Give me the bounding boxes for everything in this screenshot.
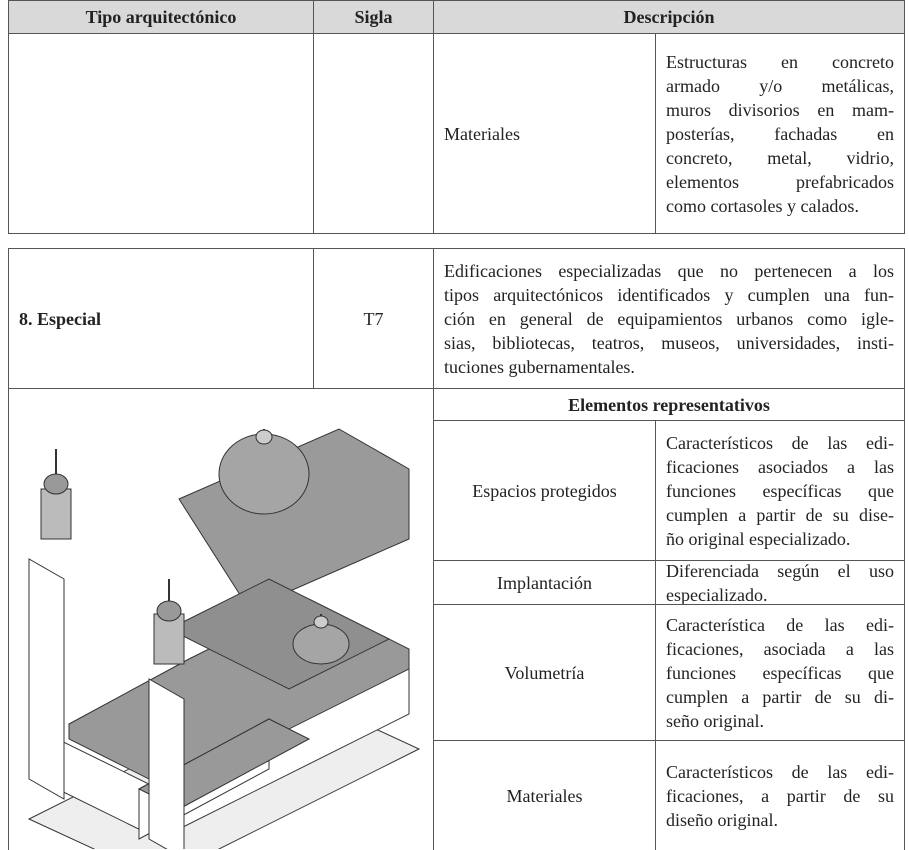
element-label: Volumetría (433, 604, 656, 741)
text-line: Edificaciones especializadas que no pert… (444, 260, 894, 281)
building-illustration (27, 428, 421, 849)
text-line: Estructuras en concreto (666, 51, 894, 72)
text-line: ficaciones, a partir de su (666, 785, 894, 806)
column-header: Descripción (433, 0, 905, 34)
column-header: Sigla (313, 0, 434, 34)
element-label: Implantación (433, 560, 656, 605)
text-line: elementos prefabricados (666, 171, 894, 192)
row-label: Materiales (433, 33, 656, 234)
text-line: posterías, fachadas en (666, 123, 894, 144)
text-line: funciones específicas que (666, 480, 894, 501)
text-line: especializado. (666, 584, 768, 605)
row-description: Estructuras en concreto armado y/o metáli… (655, 33, 905, 234)
text-line: tuciones gubernamentales. (444, 356, 635, 377)
column-header: Tipo arquitectónico (8, 0, 314, 34)
text-line: funciones específicas que (666, 662, 894, 683)
element-description: Característica de las edi-ficaciones, as… (655, 604, 905, 741)
empty-cell (313, 33, 434, 234)
text-line: concreto, metal, vidrio, (666, 147, 894, 168)
empty-cell (8, 33, 314, 234)
type-name: 8. Especial (8, 248, 314, 389)
type-code: T7 (313, 248, 434, 389)
text-line: sias, bibliotecas, teatros, museos, univ… (444, 332, 894, 353)
element-label: Materiales (433, 740, 656, 850)
type-description: Edificaciones especializadas que no pert… (433, 248, 905, 389)
text-line: como cortasoles y calados. (666, 195, 859, 216)
text-line: tipos arquitectónicos identificados y cu… (444, 284, 894, 305)
text-line: ño original especializado. (666, 528, 851, 549)
illustration-cell (8, 388, 434, 850)
element-description: Característicos de las edi-ficaciones as… (655, 420, 905, 561)
text-line: ción en general de equipamientos urbanos… (444, 308, 894, 329)
text-line: cumplen a partir de su di- (666, 686, 894, 707)
text-line: Característicos de las edi- (666, 432, 894, 453)
text-line: Diferenciada según el uso (666, 560, 894, 581)
section-title: Elementos representativos (433, 388, 905, 421)
text-line: ficaciones asociados a las (666, 456, 894, 477)
element-description: Diferenciada según el uso especializado. (655, 560, 905, 605)
text-line: armado y/o metálicas, (666, 75, 894, 96)
text-line: ficaciones, asociada a las (666, 638, 894, 659)
element-label: Espacios protegidos (433, 420, 656, 561)
text-line: diseño original. (666, 809, 778, 830)
text-line: Característicos de las edi- (666, 761, 894, 782)
element-description: Característicos de las edi-ficaciones, a… (655, 740, 905, 850)
text-line: cumplen a partir de su dise- (666, 504, 894, 525)
text-line: Característica de las edi- (666, 614, 894, 635)
text-line: seño original. (666, 710, 764, 731)
text-line: muros divisorios en mam- (666, 99, 894, 120)
